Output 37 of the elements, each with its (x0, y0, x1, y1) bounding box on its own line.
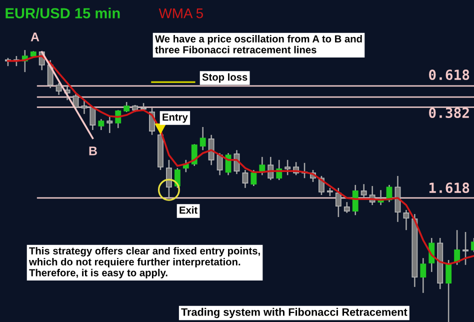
candlestick (250, 169, 257, 187)
candlestick (335, 187, 342, 218)
candlestick (81, 99, 88, 115)
annotation: 0.382 (429, 108, 469, 118)
annotation: 1.618 (429, 182, 470, 194)
candlestick (90, 106, 96, 131)
candlestick (242, 169, 248, 189)
text: A (30, 32, 40, 42)
annotation: Stop loss (202, 73, 248, 83)
annotation: Trading system with Fibonacci Retracement (181, 308, 408, 318)
candlestick (98, 118, 104, 131)
candlestick (446, 259, 452, 322)
candlestick (403, 209, 410, 231)
candlestick (174, 167, 180, 189)
candlestick (462, 231, 468, 266)
candlestick (208, 134, 214, 166)
annotation: This strategy offers clear and fixed entry points, which do not requiere further interpretation. Therefore, it is easy to apply. (28, 247, 260, 278)
candlestick (420, 257, 426, 294)
annotation: Entry (162, 114, 188, 123)
candlestick (191, 144, 198, 167)
annotation: 0.618 (429, 70, 470, 80)
annotation: B (89, 146, 97, 156)
candlestick (284, 159, 291, 176)
candlestick (352, 184, 358, 216)
text: WMA 5 (158, 8, 203, 18)
candlestick (360, 183, 367, 199)
candlestick (166, 159, 172, 199)
candlestick (200, 126, 206, 151)
candlestick (344, 201, 350, 214)
candlestick (454, 229, 460, 266)
candlestick (124, 101, 130, 113)
annotation: We have a price oscillation from A to B and three Fibonacci retracement lines (155, 35, 362, 54)
chart-title: EUR/USD 15 min (6, 8, 120, 19)
annotation: Exit (180, 206, 198, 214)
candlestick (216, 152, 223, 176)
candlestick (106, 116, 113, 134)
candlestick (56, 82, 62, 96)
